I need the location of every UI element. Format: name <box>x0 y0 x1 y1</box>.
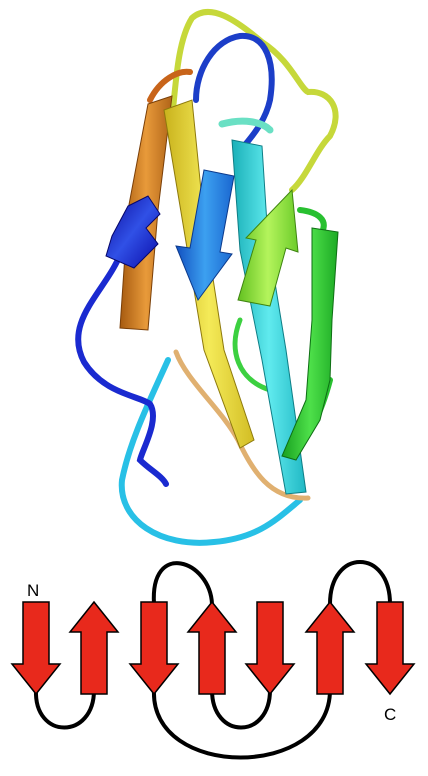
topology-strand-2-up <box>68 600 120 695</box>
c-terminus-label: C <box>384 705 396 724</box>
topology-strands <box>10 600 416 696</box>
topology-strand-3-down <box>128 601 180 696</box>
topology-diagram: N C <box>10 560 416 760</box>
loop-3-6 <box>151 689 332 760</box>
ribbon-structure <box>75 8 339 546</box>
topology-strand-5-down <box>244 601 296 696</box>
loop-1-2 <box>33 689 96 730</box>
loop-cyan-bottom <box>118 357 303 546</box>
loop-6-7 <box>328 560 392 605</box>
loop-teal-top <box>218 117 274 134</box>
helix-blue <box>105 195 161 269</box>
topology-strand-1-down <box>10 601 62 696</box>
loop-yellowgreen-top <box>169 8 339 193</box>
topology-strand-6-up <box>304 600 356 695</box>
topology-strand-4-up <box>186 600 238 695</box>
loop-orange-top <box>147 68 193 103</box>
topology-strand-7-down <box>364 601 416 696</box>
loop-4-5 <box>210 689 272 730</box>
strand-lime <box>237 188 299 307</box>
loop-blue-top <box>193 32 275 149</box>
loop-blue-bottom <box>75 247 169 487</box>
strand-blue <box>175 169 235 302</box>
loop-3-4-top <box>151 561 214 605</box>
n-terminus-label: N <box>27 581 39 600</box>
strand-green <box>281 227 339 461</box>
